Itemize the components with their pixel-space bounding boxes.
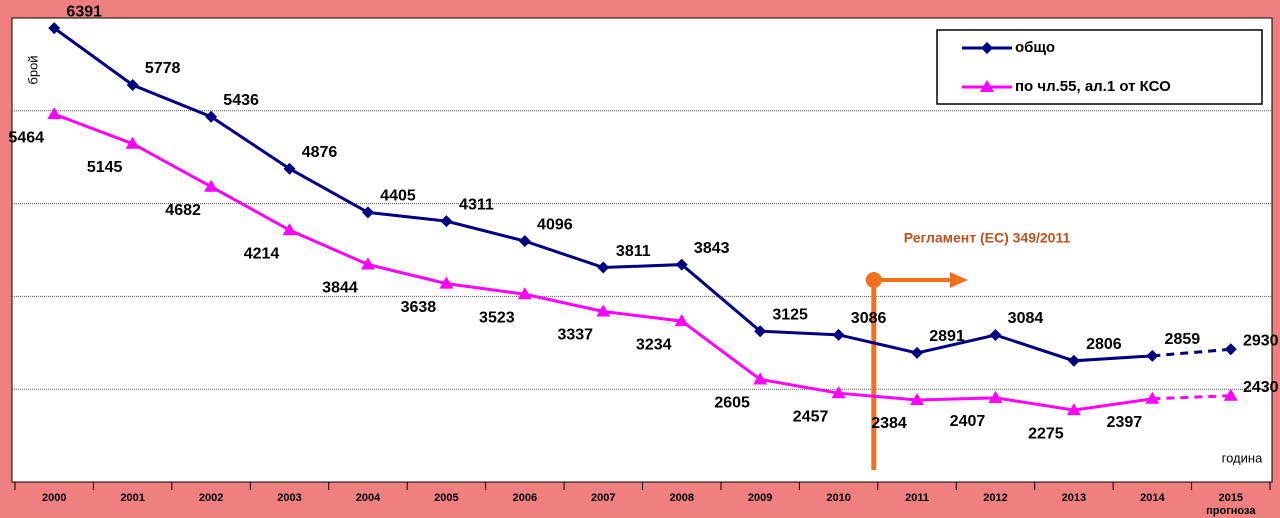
marker xyxy=(1066,403,1081,416)
marker xyxy=(988,390,1003,403)
marker xyxy=(1145,391,1160,404)
x-tick-label: 2004 xyxy=(356,492,381,504)
data-label: 2859 xyxy=(1165,331,1201,348)
marker xyxy=(517,287,532,300)
marker xyxy=(204,179,219,192)
marker xyxy=(283,162,296,175)
x-tick-label: 2011 xyxy=(905,492,929,504)
data-label: 4876 xyxy=(302,144,338,161)
marker xyxy=(205,110,218,123)
marker xyxy=(1224,343,1237,356)
marker xyxy=(125,136,140,149)
data-label: 3337 xyxy=(557,327,593,344)
x-tick-label: 2009 xyxy=(748,492,772,504)
y-axis-label: брой xyxy=(25,55,40,84)
x-tick-label: 2006 xyxy=(513,492,537,504)
data-label: 5436 xyxy=(223,92,259,109)
data-label: 4214 xyxy=(244,245,280,262)
data-label: 5778 xyxy=(145,60,181,77)
x-tick-label: 2005 xyxy=(434,492,458,504)
data-label: 2384 xyxy=(871,415,907,432)
marker xyxy=(910,392,925,405)
legend-label: общо xyxy=(1015,39,1055,56)
data-label: 2407 xyxy=(950,413,986,430)
x-tick-label: 2001 xyxy=(120,492,144,504)
marker xyxy=(596,304,611,317)
marker xyxy=(1067,354,1080,367)
data-label: 6391 xyxy=(66,3,102,20)
x-axis-label: година xyxy=(1222,450,1263,465)
data-label: 2430 xyxy=(1243,379,1279,396)
x-tick-label: 2012 xyxy=(983,492,1007,504)
marker xyxy=(47,107,62,120)
marker xyxy=(754,325,767,338)
marker xyxy=(361,206,374,219)
marker xyxy=(911,346,924,359)
marker xyxy=(1223,388,1238,401)
marker xyxy=(675,258,688,271)
marker xyxy=(126,79,139,92)
x-tick-label: 2014 xyxy=(1140,492,1165,504)
x-tick-label: 2003 xyxy=(277,492,301,504)
x-tick-label: 2015 xyxy=(1219,492,1243,504)
data-label: 2930 xyxy=(1243,333,1279,350)
data-label: 2457 xyxy=(793,408,829,425)
data-label: 2806 xyxy=(1086,336,1122,353)
x-tick-label: 2000 xyxy=(42,492,66,504)
x-tick-note: прогноза xyxy=(1206,505,1256,517)
data-label: 5464 xyxy=(8,129,44,146)
marker xyxy=(360,257,375,270)
data-label: 2397 xyxy=(1107,414,1143,431)
x-tick-label: 2010 xyxy=(826,492,850,504)
data-label: 3844 xyxy=(322,280,358,297)
data-label: 3086 xyxy=(851,310,887,327)
marker xyxy=(48,22,61,35)
x-tick-label: 2013 xyxy=(1062,492,1086,504)
marker xyxy=(597,261,610,274)
x-tick-label: 2007 xyxy=(591,492,615,504)
data-label: 4682 xyxy=(165,202,201,219)
marker xyxy=(440,215,453,228)
data-label: 3125 xyxy=(772,306,808,323)
data-label: 3843 xyxy=(694,240,730,257)
legend-marker xyxy=(981,42,993,54)
data-label: 5145 xyxy=(87,159,123,176)
data-label: 3234 xyxy=(636,336,672,353)
data-label: 4311 xyxy=(459,196,494,213)
marker xyxy=(439,276,454,289)
marker xyxy=(1146,349,1159,362)
marker xyxy=(282,223,297,236)
marker xyxy=(753,372,768,385)
legend-marker xyxy=(980,80,994,92)
marker xyxy=(674,314,689,327)
x-tick-label: 2002 xyxy=(199,492,223,504)
data-label: 3084 xyxy=(1008,310,1044,327)
x-tick-label: 2008 xyxy=(669,492,693,504)
marker xyxy=(832,328,845,341)
marker xyxy=(518,235,531,248)
annotation: Регламент (ЕС) 349/2011 xyxy=(904,230,1071,246)
data-label: 2275 xyxy=(1028,425,1064,442)
data-label: 4405 xyxy=(380,188,416,205)
data-label: 2605 xyxy=(714,395,750,412)
data-label: 3523 xyxy=(479,309,515,326)
legend-label: по чл.55, ал.1 от КСО xyxy=(1015,78,1171,95)
data-label: 2891 xyxy=(929,328,965,345)
data-label: 3811 xyxy=(616,243,651,260)
marker xyxy=(989,329,1002,342)
regulation-arrowhead xyxy=(949,272,968,288)
data-label: 4096 xyxy=(537,216,573,233)
marker xyxy=(831,386,846,399)
data-label: 3638 xyxy=(401,299,437,316)
